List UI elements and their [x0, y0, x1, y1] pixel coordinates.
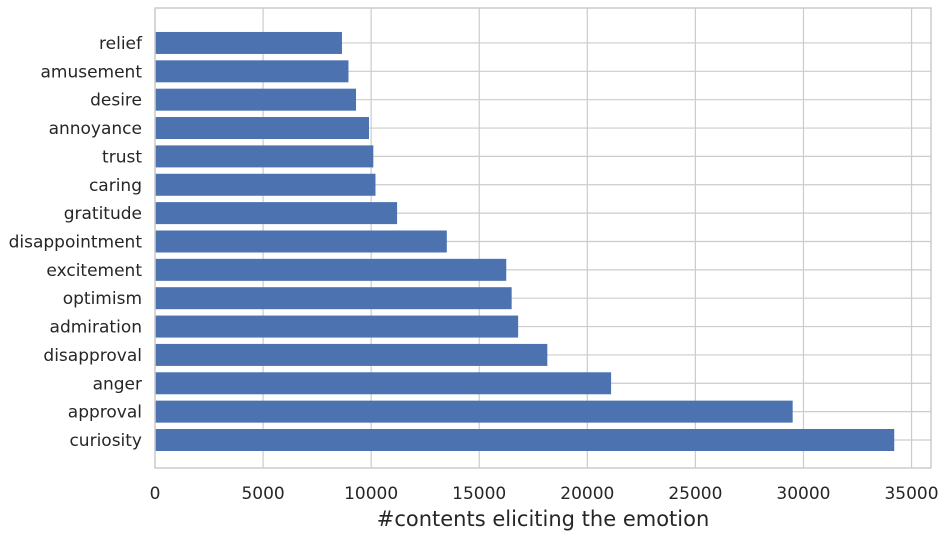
- plot-frame: [154, 7, 932, 469]
- x-axis-title: #contents eliciting the emotion: [377, 507, 710, 531]
- bar-curiosity: [155, 429, 895, 451]
- x-tick-label: 5000: [241, 484, 284, 504]
- bar-admiration: [155, 315, 519, 338]
- y-tick-label-caring: caring: [89, 176, 142, 196]
- y-tick-label-annoyance: annoyance: [49, 119, 142, 139]
- x-tick-label: 15000: [452, 484, 506, 504]
- y-tick-label-desire: desire: [90, 91, 142, 111]
- y-tick-label-amusement: amusement: [40, 62, 142, 82]
- y-tick-label-curiosity: curiosity: [69, 431, 142, 451]
- bar-excitement: [155, 258, 507, 281]
- bar-disapproval: [155, 343, 548, 366]
- y-tick-label-disappointment: disappointment: [9, 232, 143, 252]
- x-tick-labels: 0 5000 10000 15000 20000 25000 30000 35000: [150, 484, 939, 504]
- bar-caring: [155, 173, 376, 196]
- bar-relief: [155, 31, 342, 54]
- bar-gratitude: [155, 202, 398, 225]
- y-tick-label-excitement: excitement: [46, 261, 142, 281]
- y-tick-label-admiration: admiration: [50, 318, 142, 338]
- y-tick-label-trust: trust: [102, 147, 142, 167]
- bar-desire: [155, 88, 357, 111]
- y-tick-label-relief: relief: [99, 34, 143, 54]
- x-tick-label: 0: [150, 484, 161, 504]
- bar-trust: [155, 145, 374, 168]
- x-tick-label: 25000: [668, 484, 722, 504]
- bar-optimism: [155, 287, 512, 310]
- bars: [155, 31, 895, 451]
- y-tick-label-anger: anger: [93, 374, 142, 394]
- y-tick-label-optimism: optimism: [63, 289, 142, 309]
- y-tick-labels: curiosity approval anger disapproval admirat…: [9, 34, 143, 451]
- bar-annoyance: [155, 117, 369, 140]
- bar-disappointment: [155, 230, 447, 253]
- bar-anger: [155, 372, 612, 395]
- x-tick-label: 35000: [884, 484, 938, 504]
- y-tick-label-gratitude: gratitude: [64, 204, 142, 224]
- y-tick-label-disapproval: disapproval: [43, 346, 142, 366]
- bar-approval: [155, 400, 793, 423]
- x-tick-label: 20000: [560, 484, 614, 504]
- x-tick-label: 30000: [776, 484, 830, 504]
- y-tick-label-approval: approval: [68, 403, 142, 423]
- bar-amusement: [155, 60, 349, 83]
- x-tick-label: 10000: [344, 484, 398, 504]
